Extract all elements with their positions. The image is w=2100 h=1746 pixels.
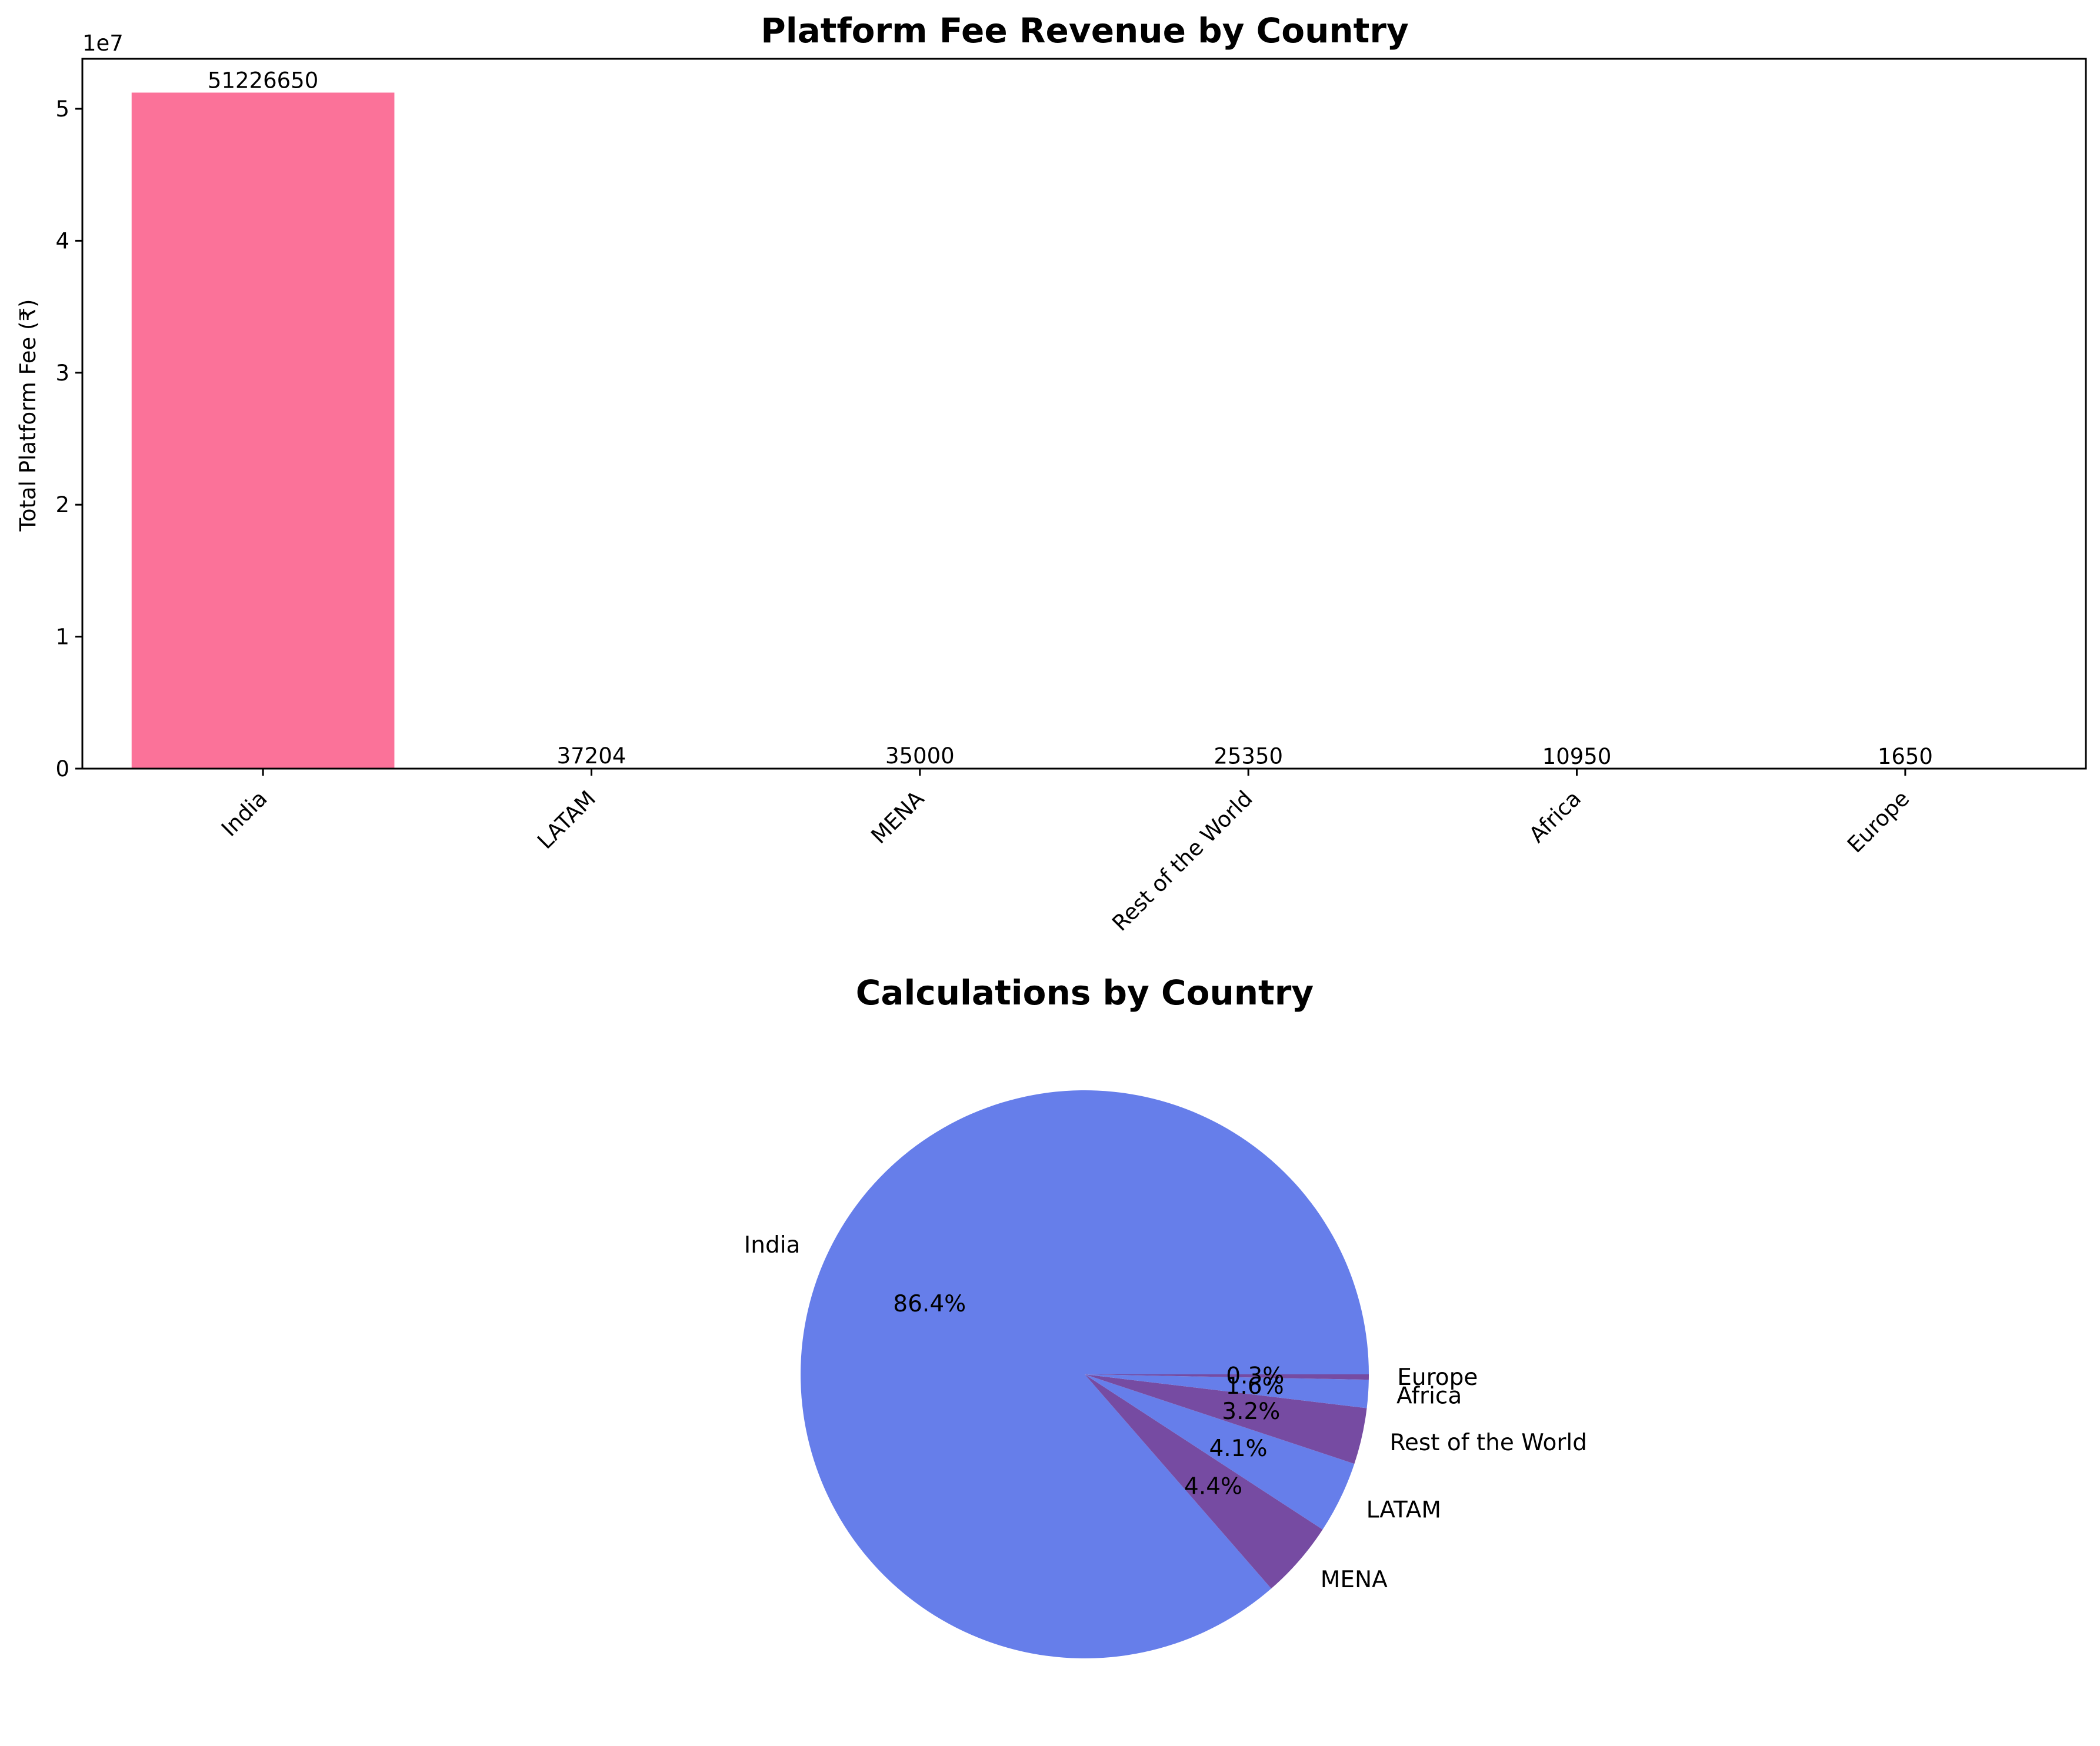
bar-value-label: 35000: [885, 743, 955, 769]
pie-percent-label: 3.2%: [1222, 1398, 1280, 1425]
y-tick-label: 3: [55, 360, 69, 386]
pie-slices-group: [800, 1090, 1369, 1659]
y-ticks-group: 0 1 2 3 4 5: [55, 96, 82, 782]
y-tick-label: 4: [55, 228, 69, 253]
bar-value-label: 37204: [557, 743, 626, 769]
y-scale-label: 1e7: [82, 31, 124, 56]
x-tick-label: LATAM: [532, 786, 601, 854]
bar-value-label: 51226650: [208, 68, 318, 93]
bar-labels-group: 51226650 37204 35000 25350 10950 1650: [208, 68, 1933, 769]
pie-chart: Calculations by Country India MENA LATAM Re…: [744, 973, 1587, 1659]
pie-slice-label: LATAM: [1366, 1497, 1441, 1524]
y-tick-label: 5: [55, 96, 69, 122]
pie-percent-labels-group: 86.4% 4.4% 4.1% 3.2%1.6%0.3%: [893, 1291, 1284, 1500]
pie-chart-title: Calculations by Country: [856, 973, 1314, 1013]
plot-frame: [81, 58, 2087, 770]
x-tick-label: MENA: [866, 786, 929, 849]
pie-percent-label: 0.3%: [1226, 1363, 1284, 1390]
pie-slice: [800, 1090, 1369, 1659]
y-axis-label: Total Platform Fee (₹): [15, 299, 41, 532]
bar-value-label: 10950: [1542, 744, 1612, 769]
pie-percent-label: 4.4%: [1184, 1473, 1242, 1500]
bar-chart-title: Platform Fee Revenue by Country: [761, 11, 1409, 51]
pie-labels-group: India MENA LATAM Rest of the World AfricaEur…: [744, 1232, 1587, 1593]
pie-slice-label: India: [744, 1232, 801, 1258]
x-tick-label: India: [216, 786, 272, 842]
bar-chart: Platform Fee Revenue by Country 1e7 Tota…: [15, 11, 2087, 936]
y-tick-label: 2: [55, 492, 69, 518]
pie-slice: [1085, 1374, 1369, 1380]
pie-slice-label: MENA: [1321, 1567, 1388, 1593]
bar: [131, 92, 395, 769]
pie-percent-label: 86.4%: [893, 1291, 966, 1317]
pie-slice: [1085, 1374, 1355, 1530]
y-tick-label: 0: [55, 756, 69, 782]
pie-percent-label: 4.1%: [1209, 1435, 1267, 1462]
x-ticks-group: India LATAM MENA Rest of the World Africa Eur…: [216, 769, 1915, 936]
x-tick-label: Africa: [1524, 786, 1586, 847]
pie-slice: [1085, 1374, 1369, 1408]
pie-slice: [1085, 1374, 1323, 1589]
x-tick-label: Europe: [1842, 786, 1914, 857]
pie-slice-label: Rest of the World: [1390, 1430, 1588, 1456]
y-tick-label: 1: [55, 625, 69, 650]
pie-slice: [1085, 1374, 1367, 1464]
pie-slice-label: Africa: [1396, 1383, 1462, 1410]
x-tick-label: Rest of the World: [1107, 786, 1257, 936]
pie-percent-label: 1.6%: [1226, 1373, 1284, 1400]
pie-slice-label: Europe: [1397, 1364, 1478, 1391]
bar-value-label: 25350: [1214, 743, 1283, 769]
bar-value-label: 1650: [1878, 744, 1933, 769]
bars-group: [131, 92, 2037, 769]
